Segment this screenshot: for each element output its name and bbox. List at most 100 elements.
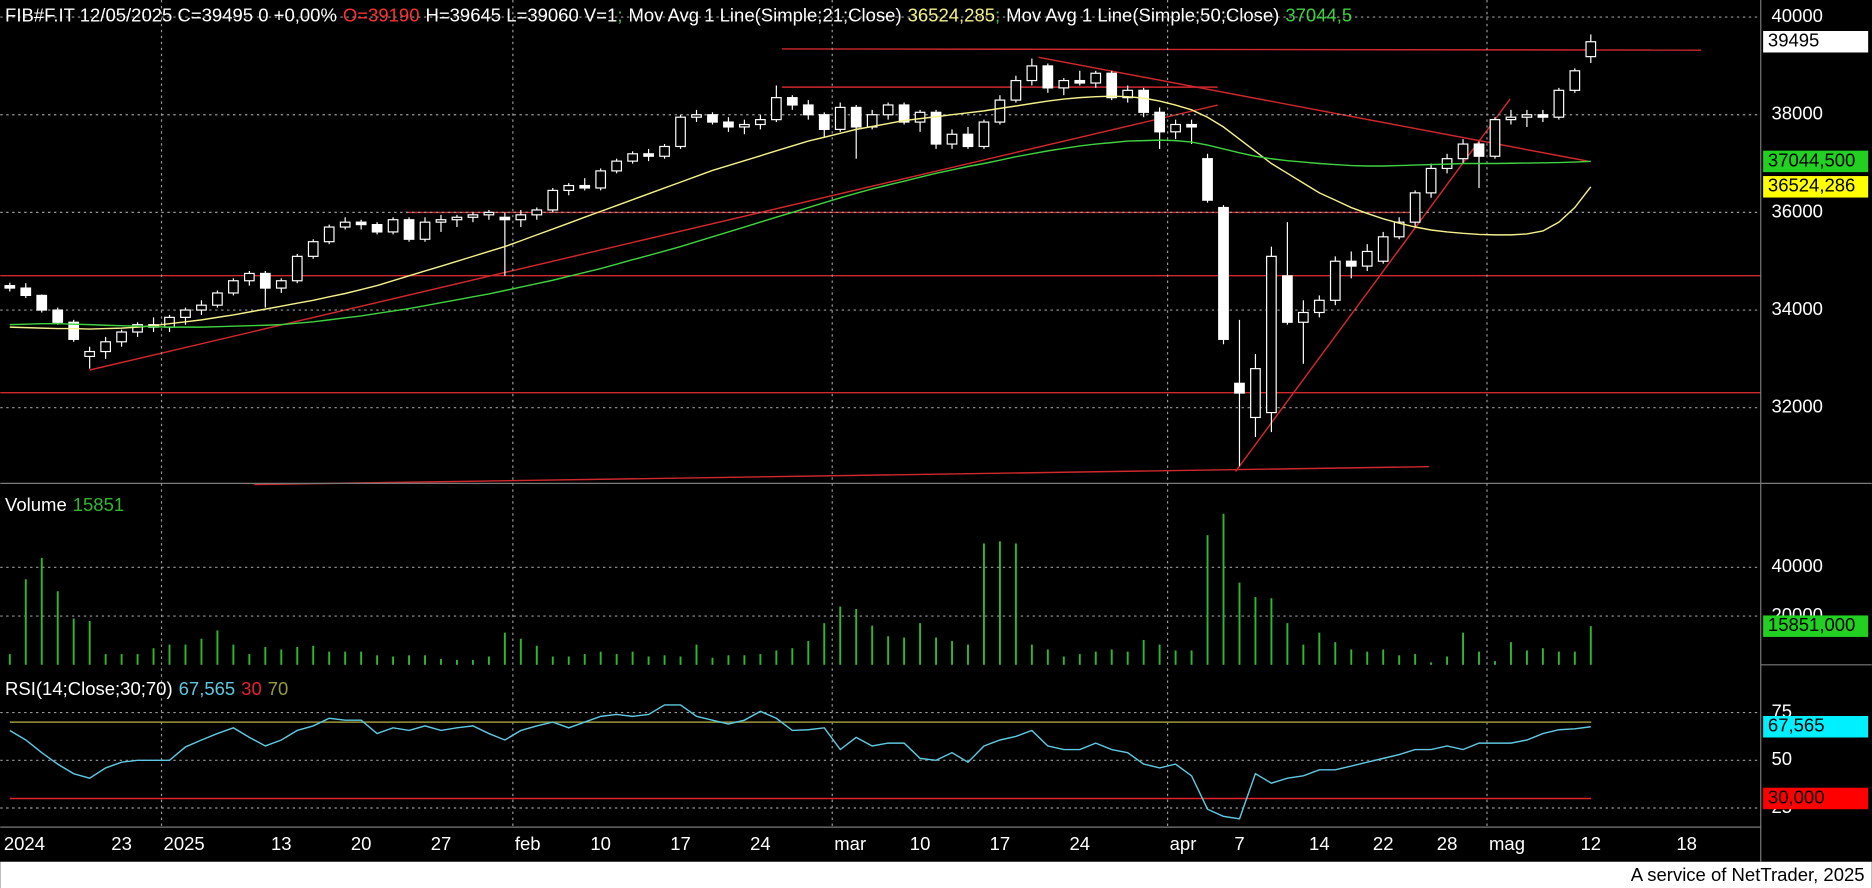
- volume-bar: [104, 654, 107, 665]
- volume-bar: [280, 649, 283, 665]
- x-tick-label: 24: [1069, 833, 1090, 854]
- candle-body: [755, 119, 766, 126]
- panel-header: Volume 15851: [5, 494, 124, 515]
- volume-bar: [998, 541, 1001, 665]
- candle-body: [323, 226, 335, 243]
- candle-body: [100, 341, 111, 353]
- volume-bar: [967, 644, 969, 665]
- volume-bar: [1478, 651, 1480, 665]
- candle-body: [1473, 143, 1485, 157]
- volume-bar: [1430, 662, 1433, 665]
- header-part: 15851: [73, 494, 124, 515]
- candle-body: [914, 111, 926, 123]
- volume-bar: [456, 659, 458, 665]
- volume-bar: [168, 644, 171, 665]
- volume-bar: [519, 638, 522, 665]
- trend-line: [254, 465, 1429, 486]
- candle-body: [1361, 250, 1373, 267]
- value-marker: [1763, 31, 1869, 53]
- volume-bar: [1238, 582, 1241, 665]
- volume-bar: [1318, 632, 1321, 665]
- volume-bar: [1174, 650, 1177, 665]
- candle-body: [962, 133, 974, 148]
- candle-body: [1569, 70, 1581, 91]
- volume-bar: [919, 623, 922, 665]
- x-tick-label: 14: [1309, 833, 1330, 854]
- volume-bar: [1334, 642, 1337, 665]
- volume-bar: [216, 630, 219, 665]
- volume-bar: [1158, 644, 1161, 665]
- volume-bar: [695, 644, 698, 665]
- candle-body: [579, 184, 591, 189]
- volume-bar: [871, 625, 874, 665]
- candle-body: [435, 219, 447, 223]
- volume-bar: [1525, 650, 1528, 665]
- candle-body: [930, 111, 942, 145]
- volume-bar: [503, 632, 506, 665]
- candle-body: [675, 116, 686, 148]
- candle-body: [770, 97, 782, 121]
- candle-body: [84, 350, 96, 358]
- value-marker-label: 15851,000: [1768, 614, 1855, 635]
- header-part: ;: [995, 5, 1000, 26]
- candle-body: [1026, 65, 1038, 82]
- volume-bar: [983, 543, 985, 665]
- candle-body: [180, 309, 191, 318]
- candle-body: [1090, 72, 1102, 84]
- candle-body: [499, 216, 511, 221]
- volume-bar: [711, 657, 714, 665]
- volume-bar: [599, 651, 602, 665]
- x-tick-label: feb: [515, 833, 541, 854]
- y-tick-label: 40000: [1771, 5, 1822, 26]
- volume-bar: [615, 654, 618, 665]
- candle-body: [627, 153, 638, 162]
- volume-bar: [328, 651, 331, 665]
- volume-bar: [1270, 598, 1273, 665]
- volume-bar: [424, 655, 426, 665]
- x-tick-label: mar: [834, 833, 866, 854]
- value-marker-label: 36524,286: [1768, 175, 1855, 196]
- x-tick-label: 10: [910, 833, 931, 854]
- volume-bar: [248, 654, 251, 665]
- volume-bar: [1382, 649, 1385, 665]
- candle-body: [355, 221, 367, 226]
- candle-body: [691, 114, 702, 118]
- volume-bar: [807, 640, 810, 665]
- candle-body: [595, 170, 607, 189]
- candle-body: [1505, 116, 1517, 121]
- x-tick-label: 13: [271, 833, 292, 854]
- x-tick-label: 10: [590, 833, 611, 854]
- x-tick-label: 2024: [4, 833, 45, 854]
- volume-bar: [839, 606, 842, 665]
- volume-bar: [1062, 656, 1065, 665]
- volume-bar: [951, 640, 953, 665]
- candle-body: [467, 214, 479, 218]
- candle-body: [1234, 382, 1245, 394]
- volume-bar: [663, 655, 666, 665]
- header-part: ;: [617, 5, 622, 26]
- candle-body: [1297, 311, 1309, 323]
- candle-body: [68, 321, 80, 340]
- y-tick-label: 38000: [1771, 103, 1822, 124]
- value-marker: [1763, 716, 1869, 738]
- candle-body: [723, 121, 734, 128]
- candle-body: [1553, 89, 1565, 118]
- volume-bar: [232, 644, 235, 665]
- candle-body: [1250, 368, 1261, 419]
- candle-body: [1218, 206, 1229, 340]
- candle-body: [802, 104, 814, 116]
- panel-header: RSI(14;Close;30;70) 67,565 30 70: [5, 678, 288, 699]
- candle-body: [1409, 192, 1421, 223]
- volume-bar: [1589, 626, 1592, 665]
- candle-body: [1282, 275, 1293, 323]
- header-part: RSI(14;Close;30;70): [5, 678, 173, 699]
- value-marker-label: 37044,500: [1768, 149, 1855, 170]
- volume-bar: [935, 637, 938, 665]
- volume-bar: [200, 638, 203, 665]
- candle-body: [547, 189, 559, 211]
- x-tick-label: 20: [351, 833, 372, 854]
- volume-bar: [1046, 649, 1049, 665]
- candle-body: [1106, 72, 1118, 99]
- volume-bar: [408, 655, 411, 665]
- header-part: FIB#F.IT 12/05/2025 C=39495 0 +0,00%: [5, 5, 337, 26]
